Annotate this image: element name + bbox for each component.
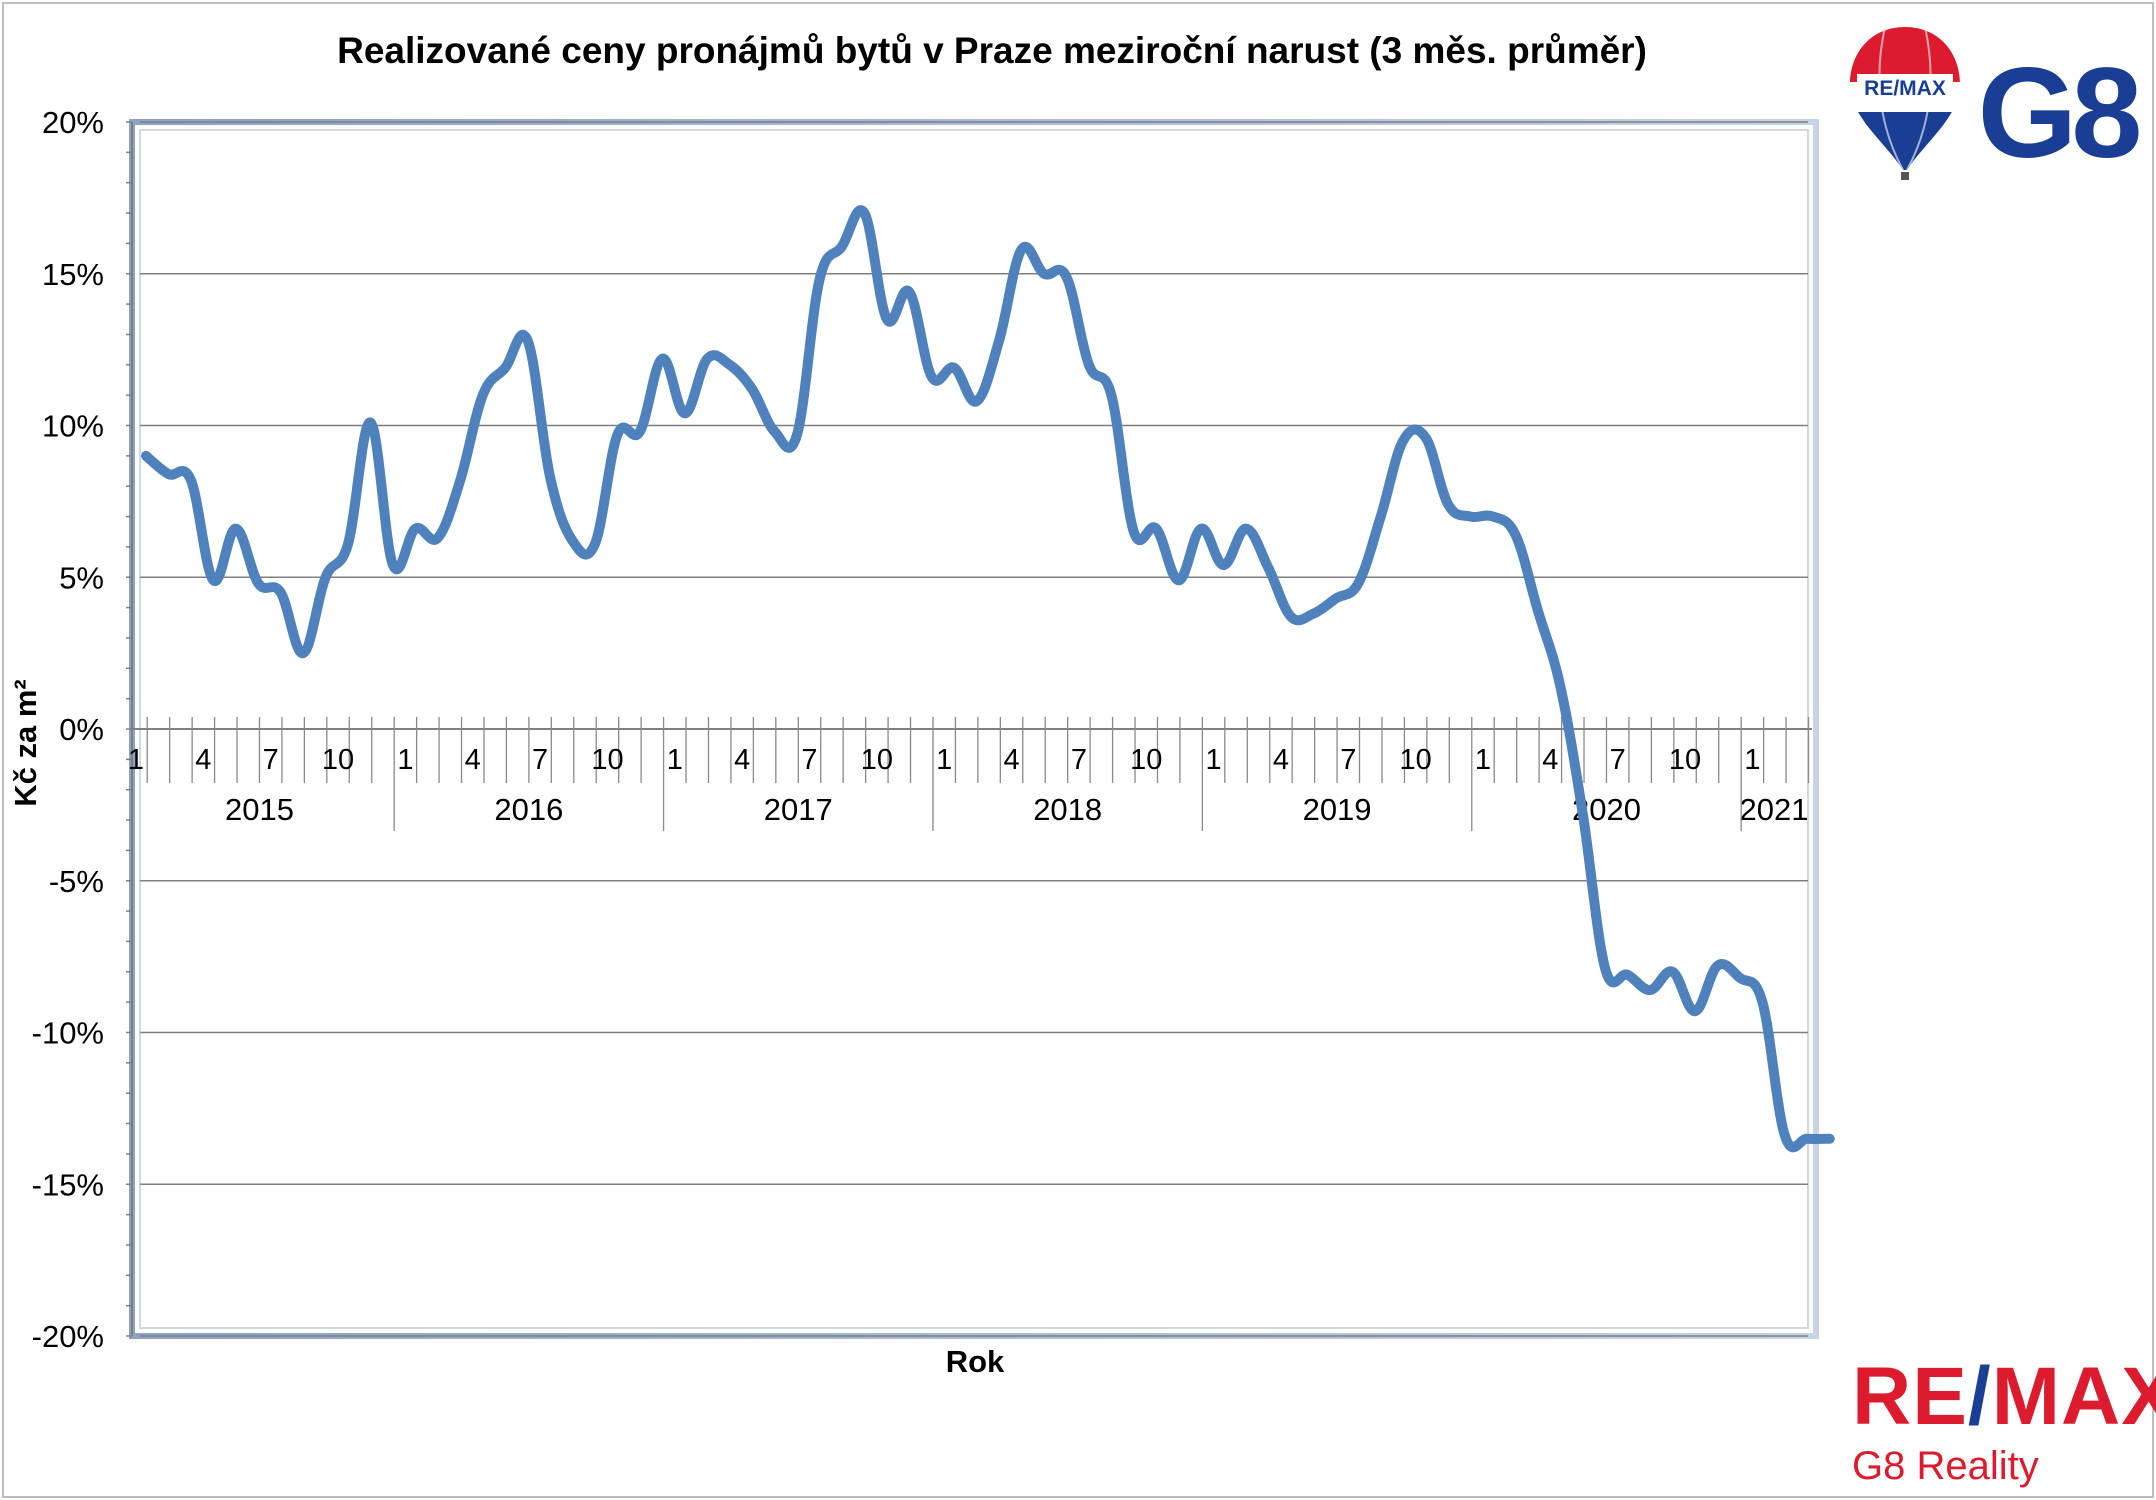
x-month-label: 1 [667,744,683,776]
x-month-label: 7 [1610,744,1626,776]
x-month-label: 7 [801,744,817,776]
y-tick-label: -15% [32,1167,104,1202]
remax-g8-logo: RE/MAX G8 [1845,22,2145,187]
y-axis-label: Kč za m² [8,679,43,806]
x-month-label: 4 [1273,744,1289,776]
x-month-label: 1 [1744,744,1760,776]
x-year-label: 2015 [225,792,294,827]
remax-right: MAX [1991,1351,2156,1442]
x-month-label: 10 [861,744,893,776]
remax-left: RE [1852,1351,1968,1442]
x-month-label: 4 [734,744,750,776]
x-month-label: 4 [1542,744,1558,776]
remax-slash: / [1967,1351,1992,1442]
x-month-label: 1 [936,744,952,776]
series-layer [141,205,1835,1153]
brand-footer: RE/MAX G8 Reality [1852,1356,2156,1489]
x-month-label: 1 [1206,744,1222,776]
x-month-label: 10 [1130,744,1162,776]
y-tick-label: -10% [32,1016,104,1051]
x-month-label: 7 [532,744,548,776]
series-line [141,205,1835,1153]
y-tick-label: 15% [42,257,104,292]
g8-mark: G8 [1978,42,2140,182]
y-tick-label: -20% [32,1319,104,1354]
y-axis: 20% 15% 10% 5% 0% -5% -10% -15% -20% [32,105,133,1354]
x-year-label: 2019 [1303,792,1372,827]
y-tick-label: 5% [59,560,104,595]
x-month-label: 1 [1475,744,1491,776]
x-year-label: 2016 [494,792,563,827]
x-month-label: 7 [263,744,279,776]
x-month-label: 10 [591,744,623,776]
chart-title: Realizované ceny pronájmů bytů v Praze m… [337,30,1647,71]
x-month-label: 1 [397,744,413,776]
x-year-label: 2018 [1033,792,1102,827]
x-month-label: 4 [465,744,481,776]
y-tick-label: 0% [59,712,104,747]
y-tick-label: 20% [42,105,104,140]
x-month-label: 10 [322,744,354,776]
x-month-label: 4 [1003,744,1019,776]
y-tick-label: 10% [42,409,104,444]
x-month-label: 10 [1669,744,1701,776]
x-month-label: 7 [1340,744,1356,776]
x-year-label: 2017 [764,792,833,827]
remax-wordmark: RE/MAX [1852,1356,2156,1438]
x-month-label: 7 [1071,744,1087,776]
remax-balloon-logo-icon: RE/MAX G8 [1850,27,2145,185]
company-name: G8 Reality [1852,1444,2039,1488]
x-axis-label: Rok [946,1344,1005,1379]
x-month-label: 1 [128,744,144,776]
x-month-label: 4 [195,744,211,776]
badge-text: RE/MAX [1864,77,1946,100]
x-year-label: 2021 [1740,792,1809,827]
x-month-label: 10 [1400,744,1432,776]
y-tick-label: -5% [49,864,104,899]
